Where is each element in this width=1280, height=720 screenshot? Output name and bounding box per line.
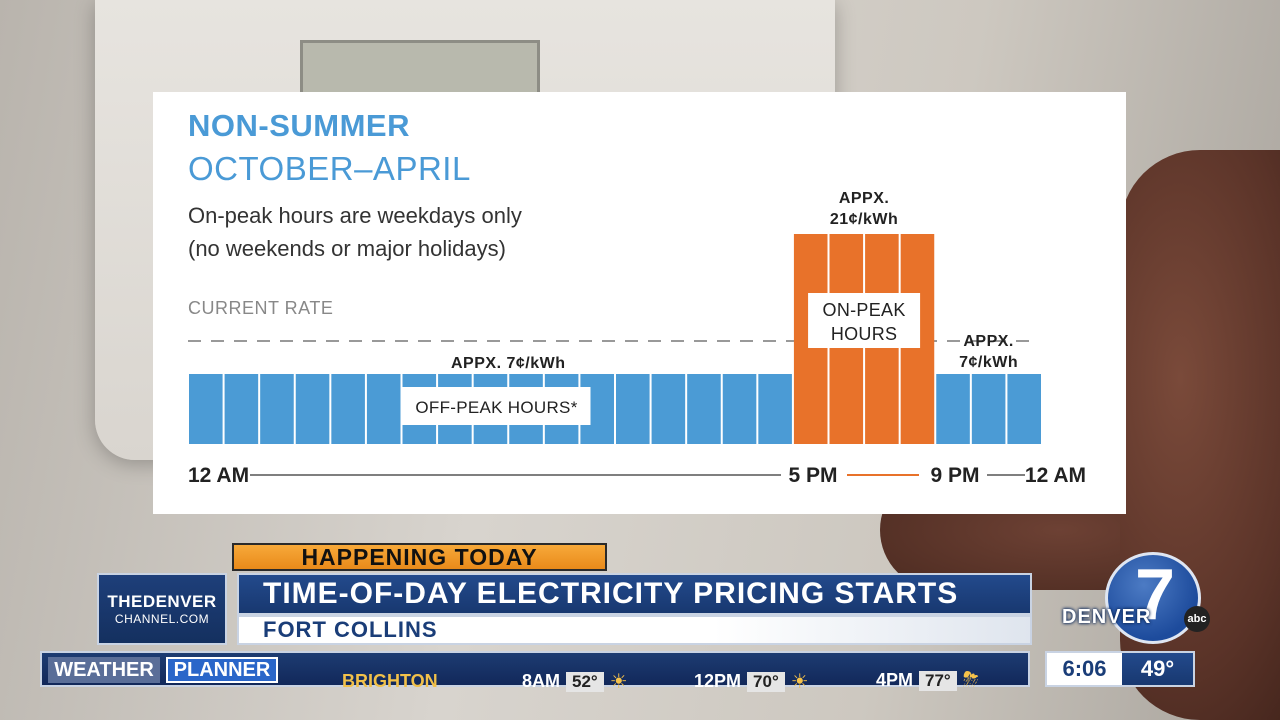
off-peak-hour-bar	[722, 374, 757, 444]
on-peak-box-label-2: HOURS	[831, 324, 898, 344]
evening-rate-label-1: APPX.	[963, 333, 1014, 350]
off-peak-hour-bar	[971, 374, 1006, 444]
rate-bar-chart: APPX. 7¢/kWh OFF-PEAK HOURS* APPX. 21¢/kWh O…	[188, 190, 1086, 487]
sun-icon: ☀	[609, 671, 628, 693]
off-peak-label-box	[402, 387, 591, 425]
kicker-banner: HAPPENING TODAY	[232, 543, 607, 571]
rate-chart-card: NON-SUMMER OCTOBER–APRIL On-peak hours a…	[153, 92, 1126, 514]
ticker-slot: 8AM 52° ☀	[522, 669, 628, 694]
off-peak-hour-bar	[224, 374, 259, 444]
evening-rate-label-2: 7¢/kWh	[959, 354, 1018, 371]
ticker-slot-temp: 52°	[566, 671, 604, 692]
headline-bar: TIME-OF-DAY ELECTRICITY PRICING STARTS	[237, 573, 1032, 615]
chart-note-line-2: (no weekends or major holidays)	[188, 236, 506, 261]
chart-note-line-1: On-peak hours are weekdays only	[188, 203, 522, 228]
off-peak-box-label: OFF-PEAK HOURS*	[415, 398, 577, 417]
off-peak-hour-bar	[651, 374, 686, 444]
off-peak-hour-bar	[366, 374, 401, 444]
off-peak-hour-bar	[331, 374, 365, 444]
chart-title: NON-SUMMER	[188, 108, 410, 143]
abc-badge: abc	[1184, 606, 1210, 632]
ticker-slot: 4PM 77° ⛈	[876, 669, 979, 692]
current-rate-label: CURRENT RATE	[188, 298, 334, 318]
ticker-planner-label: PLANNER	[166, 657, 278, 683]
x-tick-label: 12 AM	[1025, 464, 1086, 487]
storm-cloud-icon: ⛈	[962, 669, 979, 691]
ticker-city: BRIGHTON	[342, 671, 438, 691]
off-peak-rate-label: APPX. 7¢/kWh	[451, 355, 565, 372]
ticker-slot-time: 12PM	[694, 671, 742, 691]
off-peak-hour-bar	[687, 374, 721, 444]
ticker-slot-temp: 70°	[747, 671, 785, 692]
chart-subtitle: OCTOBER–APRIL	[188, 150, 471, 187]
clock-temp-box: 6:06 49°	[1045, 651, 1195, 687]
logo-ring	[1105, 552, 1201, 644]
off-peak-hour-bar	[936, 374, 970, 444]
thermostat-display	[300, 40, 540, 100]
station-logo-line-1: THEDENVER	[107, 592, 217, 611]
station-logo: THEDENVER CHANNEL.COM	[97, 573, 227, 645]
off-peak-hour-bar	[260, 374, 294, 444]
on-peak-rate-label-2: 21¢/kWh	[830, 211, 898, 228]
weather-ticker: WEATHER PLANNER BRIGHTON 8AM 52° ☀ 12PM …	[40, 651, 1030, 693]
location-bar: FORT COLLINS	[237, 615, 1032, 645]
current-temp: 49°	[1122, 653, 1193, 685]
network-logo: 7 DENVER abc	[1062, 548, 1212, 648]
ticker-slot-time: 8AM	[522, 671, 561, 691]
x-tick-label: 12 AM	[188, 464, 249, 487]
clock-time: 6:06	[1062, 656, 1107, 681]
x-tick-label: 9 PM	[930, 464, 979, 487]
station-logo-line-2: CHANNEL.COM	[114, 612, 210, 626]
ticker-slot-time: 4PM	[876, 670, 914, 690]
ticker-weather-label: WEATHER	[48, 657, 160, 683]
x-tick-label: 5 PM	[788, 464, 837, 487]
off-peak-hour-bar	[295, 374, 330, 444]
on-peak-box-label-1: ON-PEAK	[823, 300, 906, 320]
on-peak-label-box	[808, 293, 921, 348]
off-peak-hour-bar	[758, 374, 792, 444]
off-peak-hour-bar	[189, 374, 223, 444]
ticker-slot: 12PM 70° ☀	[694, 669, 809, 694]
off-peak-hour-bar	[1007, 374, 1041, 444]
logo-number: 7	[1135, 555, 1176, 635]
ticker-slot-temp: 77°	[919, 670, 957, 691]
sun-icon: ☀	[790, 671, 809, 693]
logo-text: DENVER	[1062, 606, 1152, 628]
chart-note: On-peak hours are weekdays only (no week…	[188, 199, 628, 265]
on-peak-rate-label-1: APPX.	[839, 190, 890, 207]
off-peak-hour-bar	[616, 374, 650, 444]
